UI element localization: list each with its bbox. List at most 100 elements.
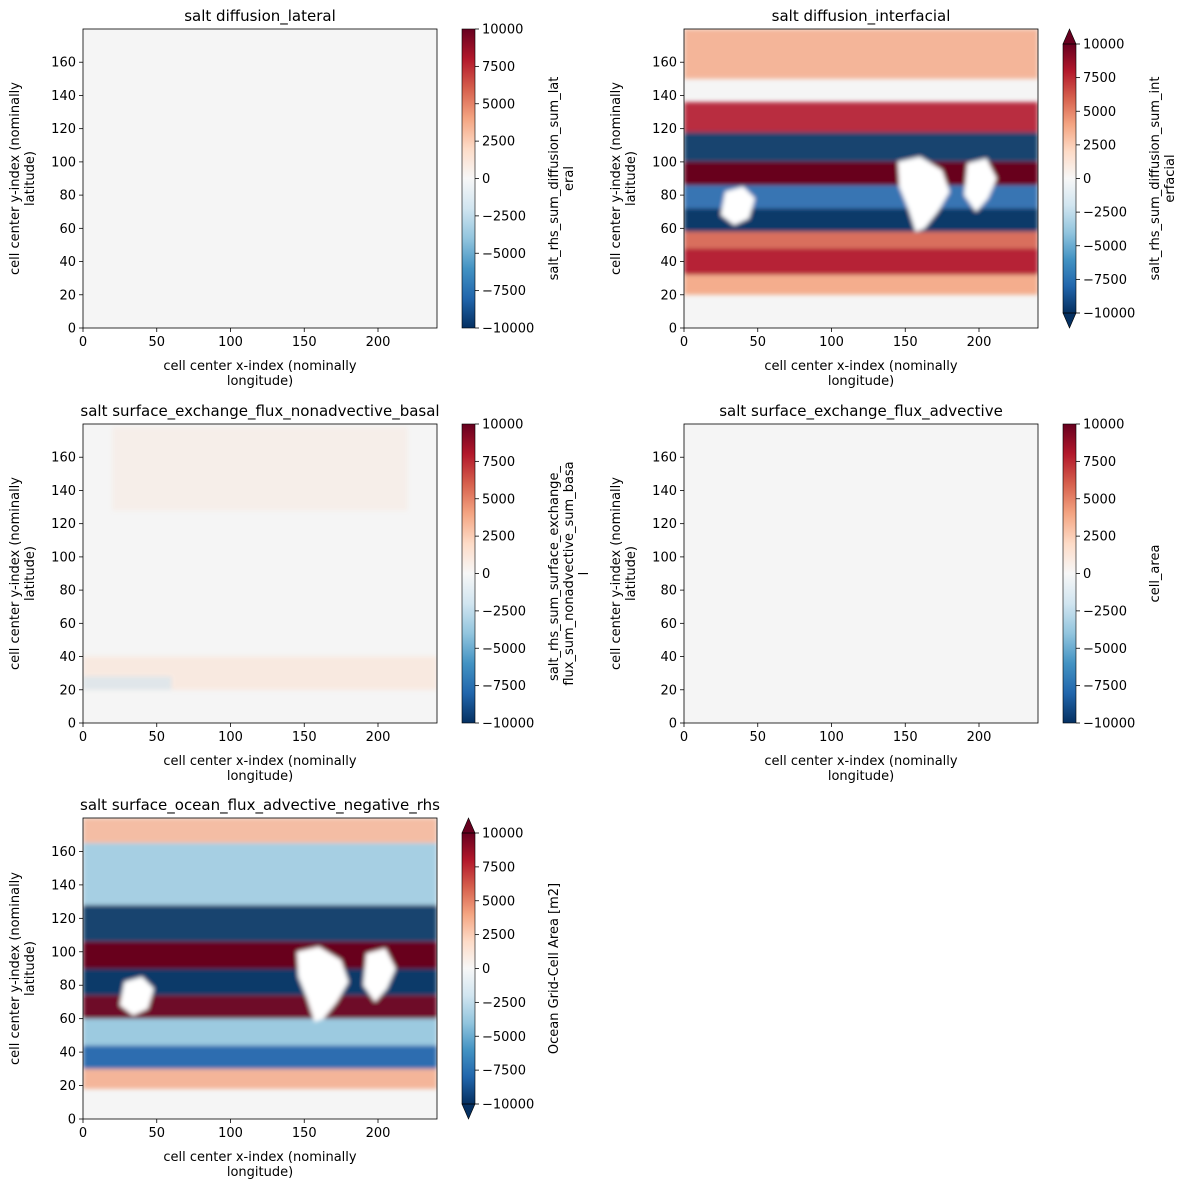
- colorbar-tick-label: 10000: [1083, 38, 1124, 53]
- x-tick-label: 0: [680, 730, 688, 745]
- colorbar-label: Ocean Grid-Cell Area [m2]: [547, 883, 562, 1054]
- x-tick-label: 200: [366, 730, 391, 745]
- y-tick-label: 60: [59, 222, 76, 237]
- colorbar-extend-min: [1062, 312, 1077, 329]
- x-axis-label: longitude): [227, 769, 293, 784]
- x-tick-label: 50: [148, 1126, 165, 1141]
- x-tick-label: 50: [749, 730, 766, 745]
- x-tick-label: 150: [893, 730, 918, 745]
- colorbar-tick-label: 10000: [482, 418, 523, 433]
- colorbar-tick-label: −5000: [482, 247, 526, 262]
- colorbar-tick-label: 7500: [1083, 71, 1116, 86]
- y-tick-label: 80: [59, 979, 76, 994]
- axes-frame: [683, 423, 1039, 724]
- x-tick-label: 200: [366, 1126, 391, 1141]
- land-mask: [363, 948, 396, 1002]
- colorbar: [462, 424, 475, 723]
- colorbar-tick-label: −2500: [482, 996, 526, 1011]
- y-tick-label: 20: [660, 683, 677, 698]
- colorbar-tick-label: 0: [482, 172, 490, 187]
- y-tick-label: 120: [51, 517, 76, 532]
- land-mask: [964, 158, 997, 212]
- x-tick-label: 50: [148, 335, 165, 350]
- y-tick-label: 140: [51, 89, 76, 104]
- colorbar-tick-label: 5000: [482, 492, 515, 507]
- y-tick-label: 40: [59, 1046, 76, 1061]
- y-axis-label: latitude): [23, 546, 38, 601]
- y-axis-label: cell center y-index (nominally: [609, 82, 624, 275]
- y-axis-label: latitude): [624, 151, 639, 206]
- x-tick-label: 100: [218, 730, 243, 745]
- axes-frame: [82, 817, 438, 1120]
- colorbar-tick-label: 7500: [482, 455, 515, 470]
- colorbar-label: salt_rhs_sum_surface_exchange_: [547, 466, 562, 681]
- colorbar-extend-min: [461, 1103, 476, 1120]
- colorbar-tick-label: 0: [1083, 172, 1091, 187]
- y-tick-label: 140: [652, 89, 677, 104]
- colorbar-tick-label: −7500: [482, 284, 526, 299]
- colorbar-label: salt_rhs_sum_diffusion_sum_int: [1148, 76, 1163, 280]
- axes-frame: [683, 28, 1039, 329]
- y-tick-label: 0: [68, 322, 76, 337]
- y-axis-label: cell center y-index (nominally: [8, 477, 23, 670]
- colorbar-extend-max: [1062, 28, 1077, 45]
- field-band: [83, 676, 172, 690]
- colorbar-tick-label: −5000: [1083, 642, 1127, 657]
- colorbar-tick-label: −10000: [482, 322, 534, 337]
- y-tick-label: 40: [660, 650, 677, 665]
- plot-area: [684, 424, 1038, 723]
- heatmap-panel-4: salt surface_exchange_flux_advective 0 50 1…: [609, 402, 1163, 784]
- field-band: [112, 427, 408, 511]
- axes-frame: [82, 28, 438, 329]
- land-mask: [720, 186, 755, 226]
- colorbar-tick-label: −5000: [482, 642, 526, 657]
- y-tick-label: 120: [51, 912, 76, 927]
- colorbar-tick-label: −7500: [482, 679, 526, 694]
- heatmap-field: [83, 427, 437, 690]
- y-tick-label: 120: [652, 517, 677, 532]
- x-tick-label: 100: [819, 730, 844, 745]
- heatmap-field: [83, 818, 437, 1089]
- colorbar-tick-label: −10000: [1083, 717, 1135, 732]
- x-axis-label: cell center x-index (nominally: [764, 754, 958, 769]
- x-tick-label: 200: [967, 335, 992, 350]
- field-band: [684, 231, 1038, 249]
- x-tick-label: 0: [680, 335, 688, 350]
- x-axis-label: cell center x-index (nominally: [163, 754, 357, 769]
- heatmap-field: [684, 29, 1038, 295]
- colorbar-tick-label: −10000: [1083, 307, 1135, 322]
- x-axis-label: cell center x-index (nominally: [163, 359, 357, 374]
- y-tick-label: 140: [652, 484, 677, 499]
- x-tick-label: 50: [749, 335, 766, 350]
- colorbar: [462, 833, 475, 1104]
- field-band: [83, 904, 437, 942]
- heatmap-panel-5: salt surface_ocean_flux_advective_negati…: [8, 796, 562, 1180]
- y-tick-label: 60: [660, 222, 677, 237]
- x-tick-label: 200: [366, 335, 391, 350]
- land-mask: [897, 156, 950, 232]
- y-tick-label: 80: [660, 189, 677, 204]
- x-axis-label: longitude): [227, 374, 293, 389]
- colorbar-label: flux_sum_nonadvective_sum_basa: [562, 461, 577, 685]
- panel-title: salt diffusion_interfacial: [772, 7, 951, 26]
- colorbar-tick-label: 5000: [1083, 492, 1116, 507]
- colorbar-tick-label: −2500: [482, 209, 526, 224]
- colorbar-tick-label: −7500: [482, 1064, 526, 1079]
- y-axis-label: cell center y-index (nominally: [609, 477, 624, 670]
- y-tick-label: 100: [51, 550, 76, 565]
- colorbar-tick-label: 7500: [482, 860, 515, 875]
- colorbar-tick-label: 10000: [482, 827, 523, 842]
- y-tick-label: 20: [660, 288, 677, 303]
- y-tick-label: 120: [51, 122, 76, 137]
- colorbar-label: erfacial: [1163, 154, 1178, 202]
- y-tick-label: 120: [652, 122, 677, 137]
- y-axis-label: cell center y-index (nominally: [8, 82, 23, 275]
- colorbar-tick-label: 10000: [482, 23, 523, 38]
- y-tick-label: 140: [51, 484, 76, 499]
- y-tick-label: 100: [652, 155, 677, 170]
- field-band: [684, 248, 1038, 275]
- y-tick-label: 160: [652, 56, 677, 71]
- colorbar-tick-label: −2500: [482, 604, 526, 619]
